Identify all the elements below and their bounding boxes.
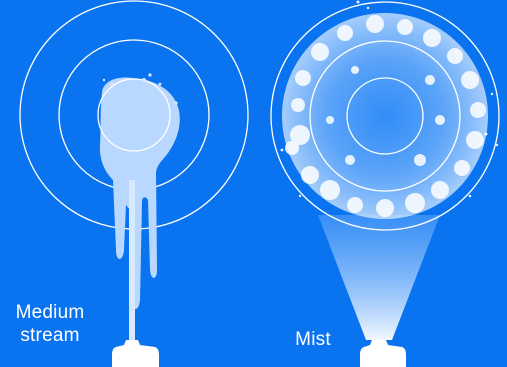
stream-column	[129, 180, 135, 342]
inner-ring	[97, 78, 171, 152]
medium-stream-target	[19, 0, 249, 367]
mist-cone	[318, 215, 440, 340]
nozzle-right	[360, 340, 406, 367]
medium-stream-label-line1: Medium	[15, 302, 85, 323]
mist-outer-ring	[270, 1, 500, 231]
mist-inner-ring	[346, 77, 424, 155]
medium-stream-label-line2: stream	[20, 325, 80, 346]
mist-label: Mist	[295, 329, 331, 350]
mist-middle-ring	[309, 40, 461, 192]
mist-target	[270, 0, 500, 367]
nozzle-left	[112, 340, 159, 367]
stream-splash	[99, 77, 180, 309]
medium-stream-label: Medium stream	[0, 301, 100, 347]
